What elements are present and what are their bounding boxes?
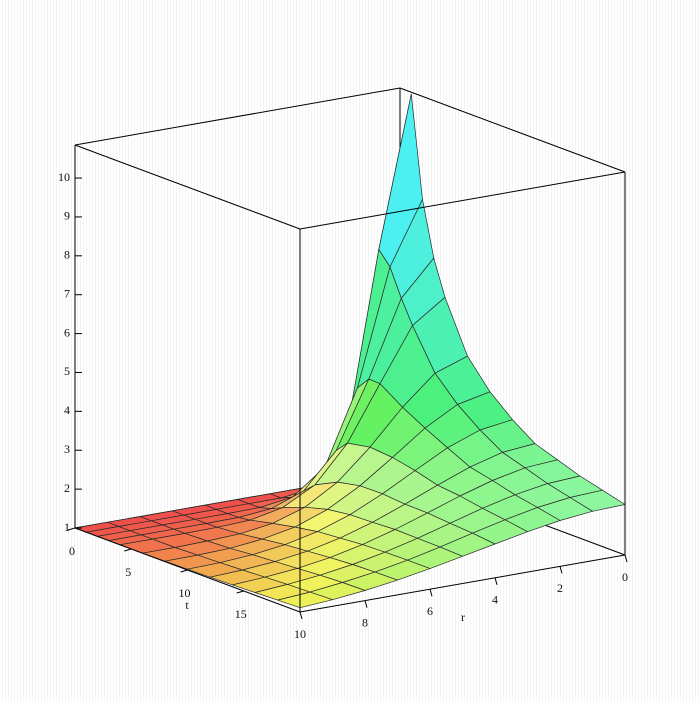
z-tick-label: 1 (64, 520, 70, 534)
r-tick-label: 2 (557, 581, 563, 595)
t-tick-label: 0 (69, 544, 75, 558)
r-tick (429, 589, 433, 597)
r-axis-label: r (461, 610, 465, 624)
r-tick-label: 4 (492, 593, 498, 607)
box-edge (299, 554, 626, 613)
t-tick-label: 5 (125, 565, 131, 579)
r-tick (624, 554, 628, 563)
box-edge (399, 87, 626, 173)
z-tick-label: 4 (64, 403, 70, 417)
r-tick (364, 600, 368, 608)
z-tick-label: 8 (64, 248, 70, 262)
r-tick-label: 10 (294, 627, 306, 641)
z-tick-label: 10 (58, 170, 70, 184)
box-edge (74, 144, 301, 230)
z-tick-label: 7 (64, 286, 70, 300)
z-tick-label: 5 (64, 364, 70, 378)
t-tick-label: 15 (235, 607, 247, 621)
r-tick-label: 0 (622, 570, 628, 584)
z-tick-label: 9 (64, 209, 70, 223)
box-front: 1 2 3 4 5 6 7 8 9 10 0 5 10 15 0 2 4 6 8 10 (58, 87, 628, 641)
surface (74, 93, 626, 609)
r-tick (494, 577, 498, 585)
t-tick (180, 569, 188, 573)
t-tick-label: 10 (179, 586, 191, 600)
box-edge (74, 87, 401, 146)
t-tick (236, 590, 244, 594)
r-tick-label: 8 (362, 615, 368, 629)
z-tick-label: 3 (64, 442, 70, 456)
z-tick-label: 6 (64, 325, 70, 339)
t-axis-label: t (185, 598, 189, 612)
r-tick-label: 6 (427, 604, 433, 618)
t-tick (67, 527, 76, 531)
r-tick (559, 566, 563, 574)
r-tick (299, 611, 303, 620)
t-tick (124, 548, 132, 552)
z-tick-label: 2 (64, 481, 70, 495)
box-edge (299, 171, 626, 230)
